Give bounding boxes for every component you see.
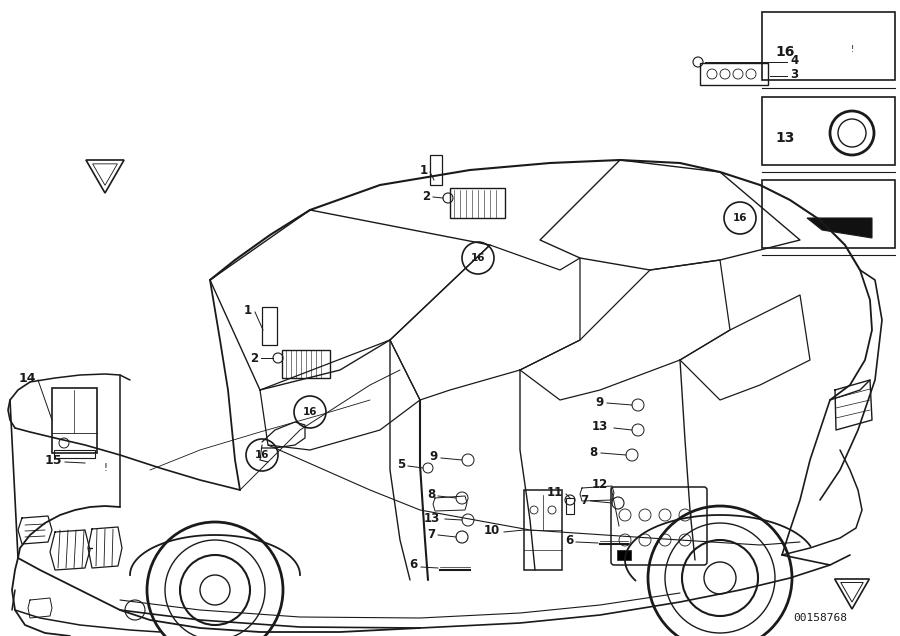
Text: 7: 7: [427, 527, 435, 541]
Bar: [700, 63, 768, 85]
Text: 00158768: 00158768: [793, 613, 847, 623]
Text: 16: 16: [733, 213, 747, 223]
Bar: [282, 350, 330, 378]
Text: 13: 13: [424, 511, 440, 525]
Text: 2: 2: [422, 190, 430, 202]
Text: 16: 16: [302, 407, 317, 417]
Text: 12: 12: [592, 478, 608, 492]
Text: 2: 2: [250, 352, 258, 364]
Bar: [762, 180, 895, 248]
Text: 1: 1: [420, 163, 428, 177]
Text: 16: 16: [471, 253, 485, 263]
Bar: [450, 188, 505, 218]
Text: 14: 14: [19, 371, 36, 385]
Text: !: !: [850, 46, 853, 55]
Text: 9: 9: [596, 396, 604, 408]
Text: 8: 8: [427, 488, 435, 502]
Bar: [566, 498, 574, 514]
Bar: [430, 155, 442, 185]
Text: 6: 6: [565, 534, 573, 546]
Text: 11: 11: [547, 485, 563, 499]
Text: 4: 4: [790, 53, 798, 67]
Bar: [262, 307, 277, 345]
Text: 5: 5: [397, 459, 405, 471]
Text: 13: 13: [592, 420, 608, 432]
Bar: [54, 450, 95, 458]
Text: 3: 3: [790, 69, 798, 81]
Text: 1: 1: [244, 303, 252, 317]
Polygon shape: [807, 218, 872, 238]
Text: 16: 16: [775, 45, 795, 59]
Bar: [762, 97, 895, 165]
Text: 10: 10: [484, 523, 500, 537]
Bar: [524, 490, 562, 570]
Bar: [762, 12, 895, 80]
Text: !: !: [104, 463, 107, 473]
Text: 13: 13: [775, 131, 795, 145]
Text: 6: 6: [410, 558, 418, 572]
Text: 8: 8: [590, 445, 598, 459]
Bar: [52, 388, 97, 453]
Text: 9: 9: [430, 450, 438, 464]
Text: 7: 7: [580, 494, 588, 506]
Text: 16: 16: [255, 450, 269, 460]
Text: 15: 15: [44, 453, 62, 466]
Bar: [617, 550, 631, 560]
